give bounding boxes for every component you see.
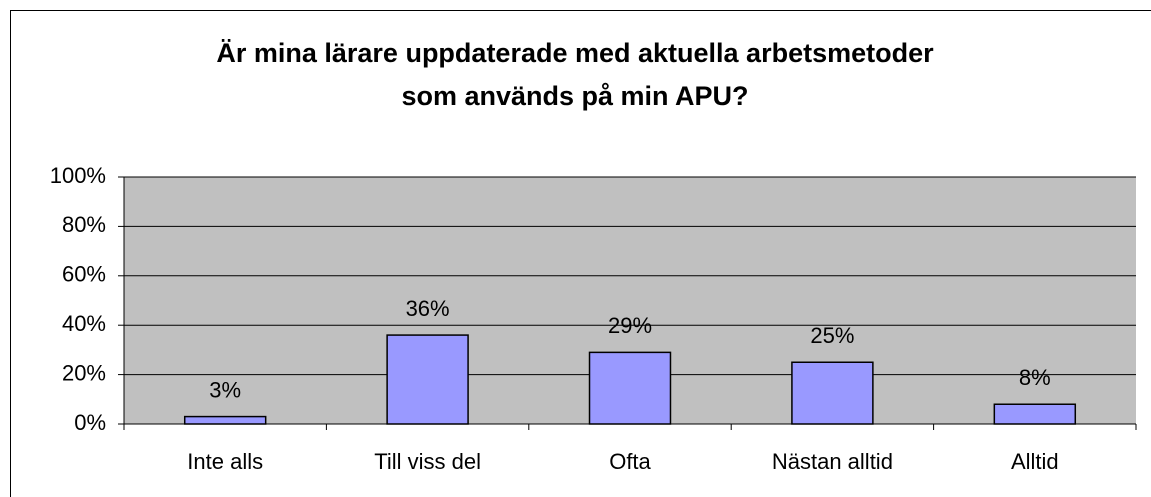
bar — [183, 415, 267, 425]
chart-title: Är mina lärare uppdaterade med aktuella … — [216, 38, 934, 68]
bar — [588, 351, 672, 425]
chart-title: som används på min APU? — [401, 81, 748, 111]
data-label: 29% — [608, 313, 652, 338]
bar — [993, 403, 1077, 425]
y-tick-label: 40% — [62, 311, 106, 336]
y-tick-label: 60% — [62, 262, 106, 287]
y-tick-label: 20% — [62, 360, 106, 385]
data-label: 3% — [209, 377, 241, 402]
x-tick-label: Till viss del — [374, 449, 481, 474]
y-tick-label: 0% — [74, 410, 106, 435]
x-tick-label: Ofta — [609, 449, 651, 474]
x-tick-label: Nästan alltid — [772, 449, 893, 474]
data-label: 25% — [810, 323, 854, 348]
y-tick-label: 100% — [50, 163, 106, 188]
bar — [791, 361, 874, 425]
x-tick-label: Alltid — [1011, 449, 1059, 474]
y-tick-label: 80% — [62, 212, 106, 237]
data-label: 8% — [1019, 365, 1051, 390]
data-label: 36% — [406, 296, 450, 321]
x-tick-label: Inte alls — [187, 449, 263, 474]
bar — [386, 334, 469, 425]
